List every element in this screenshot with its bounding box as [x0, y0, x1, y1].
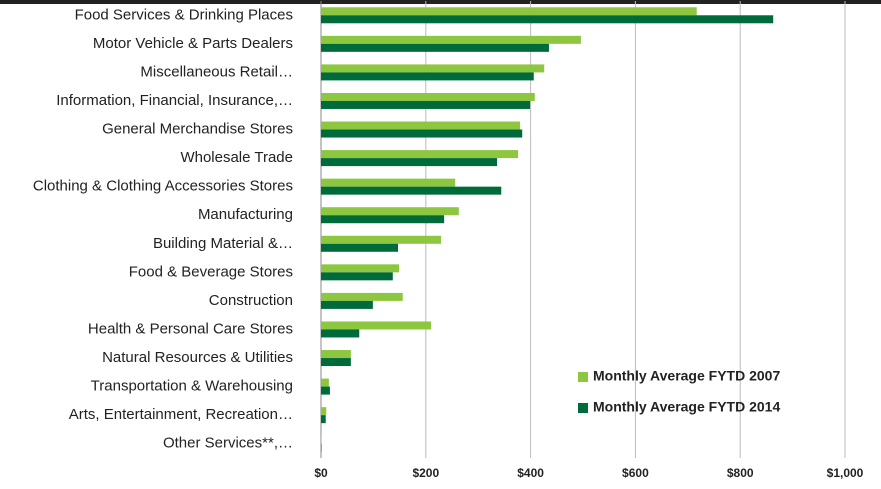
bar — [321, 407, 327, 416]
bar — [321, 415, 326, 424]
bar — [321, 243, 399, 252]
bar — [321, 150, 519, 159]
bar — [321, 15, 774, 24]
bar — [321, 435, 322, 444]
x-tick-label: $400 — [517, 466, 544, 480]
y-tick-label: Other Services**,… — [163, 435, 293, 452]
bar — [321, 129, 523, 138]
legend-label: Monthly Average FYTD 2007 — [593, 368, 780, 384]
x-tick-label: $800 — [727, 466, 754, 480]
legend-label: Monthly Average FYTD 2014 — [593, 399, 780, 415]
bar — [321, 7, 697, 16]
y-tick-label: Building Material &… — [153, 235, 293, 252]
y-tick-label: Transportation & Warehousing — [91, 378, 293, 395]
y-tick-label: Arts, Entertainment, Recreation… — [69, 406, 293, 423]
bar — [321, 264, 400, 273]
x-tick-label: $200 — [412, 466, 439, 480]
x-tick-label: $0 — [314, 466, 328, 480]
bar — [321, 272, 393, 281]
bar — [321, 378, 329, 387]
legend-swatch — [578, 403, 588, 413]
y-tick-label: Motor Vehicle & Parts Dealers — [93, 35, 293, 52]
x-tick-label: $600 — [622, 466, 649, 480]
bar — [321, 207, 459, 216]
bar — [321, 386, 330, 395]
bar — [321, 358, 351, 367]
y-tick-label: General Merchandise Stores — [102, 121, 293, 138]
y-tick-label: Information, Financial, Insurance,… — [56, 92, 293, 109]
bar — [321, 443, 322, 452]
bar — [321, 300, 373, 309]
y-tick-label: Food Services & Drinking Places — [75, 6, 293, 23]
bar — [321, 186, 502, 195]
top-strip — [0, 0, 881, 4]
x-tick-label: $1,000 — [827, 466, 864, 480]
bar — [321, 100, 531, 109]
bar — [321, 92, 535, 101]
y-tick-label: Clothing & Clothing Accessories Stores — [33, 178, 293, 195]
y-tick-label: Food & Beverage Stores — [129, 263, 293, 280]
y-tick-label: Manufacturing — [198, 206, 293, 223]
y-tick-label: Natural Resources & Utilities — [102, 349, 293, 366]
legend-swatch — [578, 372, 588, 382]
y-tick-label: Construction — [209, 292, 293, 309]
bar — [321, 121, 521, 130]
bar — [321, 158, 498, 167]
y-tick-label: Wholesale Trade — [180, 149, 293, 166]
bar — [321, 350, 351, 359]
bar — [321, 235, 441, 244]
bar — [321, 178, 456, 187]
bar — [321, 72, 534, 81]
bar — [321, 64, 545, 73]
y-tick-label: Health & Personal Care Stores — [88, 320, 293, 337]
bar — [321, 329, 360, 338]
y-tick-label: Miscellaneous Retail… — [140, 63, 293, 80]
bar — [321, 35, 581, 44]
bar — [321, 292, 403, 301]
bar — [321, 321, 432, 330]
bar — [321, 43, 549, 52]
bar — [321, 215, 445, 224]
